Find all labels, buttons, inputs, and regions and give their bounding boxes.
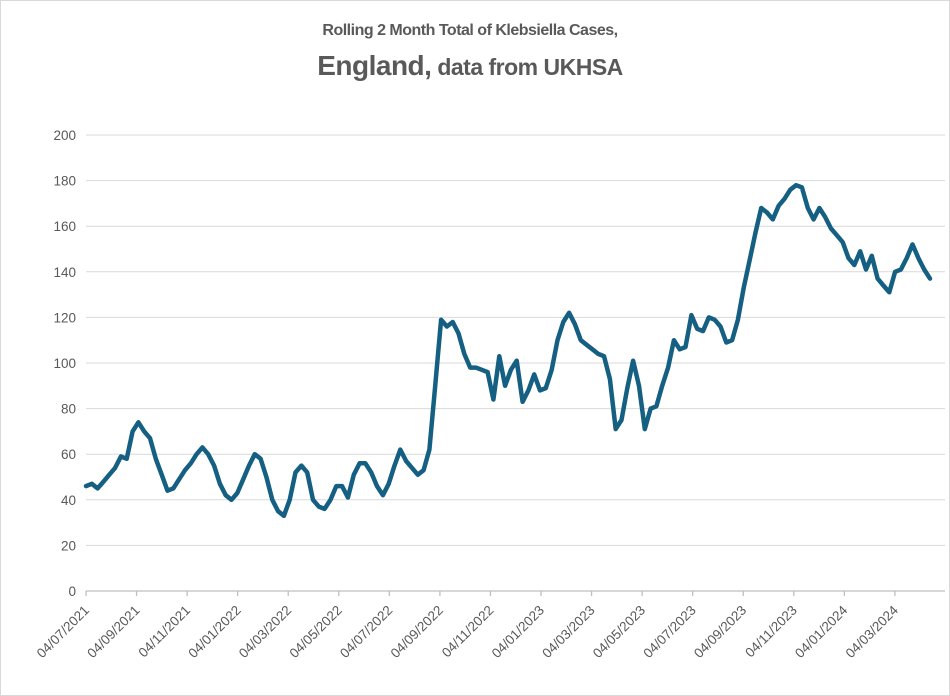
x-tick-label: 04/11/2023 [742, 603, 800, 661]
x-tick-label: 04/05/2023 [590, 603, 648, 661]
chart-title-line2: England, data from UKHSA [1, 44, 939, 87]
chart-title-line2-big: England, [317, 49, 432, 81]
chart-title-line1: Rolling 2 Month Total of Klebsiella Case… [322, 22, 618, 39]
y-tick-label-60: 60 [61, 447, 76, 462]
y-tick-label-20: 20 [61, 538, 76, 553]
data-line-series [83, 182, 933, 519]
x-tick-label: 04/01/2024 [792, 602, 851, 661]
x-tick-label: 04/03/2023 [539, 603, 597, 661]
x-tick-label: 04/07/2022 [337, 603, 395, 661]
chart-title-line2-small: data from UKHSA [431, 53, 623, 80]
x-tick-label: 04/03/2022 [236, 603, 294, 661]
x-tick-label: 04/05/2022 [287, 603, 345, 661]
y-tick-label-140: 140 [53, 265, 76, 280]
x-tick-label: 04/11/2021 [136, 603, 194, 661]
y-tick-label-80: 80 [61, 402, 76, 417]
x-tick-label: 04/03/2024 [843, 602, 902, 661]
x-tick-label: 04/09/2023 [691, 603, 749, 661]
x-tick-label: 04/09/2021 [84, 603, 142, 661]
x-tick-label: 04/01/2022 [185, 603, 243, 661]
x-tick-label: 04/11/2022 [439, 603, 497, 661]
y-tick-label-100: 100 [53, 356, 76, 371]
y-tick-label-200: 200 [53, 128, 76, 143]
y-tick-label-120: 120 [53, 310, 76, 325]
y-tick-label-0: 0 [68, 584, 76, 599]
y-tick-label-40: 40 [61, 493, 76, 508]
chart-title: Rolling 2 Month Total of Klebsiella Case… [1, 19, 939, 87]
y-tick-label-180: 180 [53, 174, 76, 189]
x-tick-label: 04/07/2021 [34, 603, 92, 661]
x-tick-label: 04/09/2022 [388, 603, 446, 661]
x-tick-label: 04/07/2023 [640, 603, 698, 661]
y-tick-label-160: 160 [53, 219, 76, 234]
x-tick-label: 04/01/2023 [489, 603, 547, 661]
